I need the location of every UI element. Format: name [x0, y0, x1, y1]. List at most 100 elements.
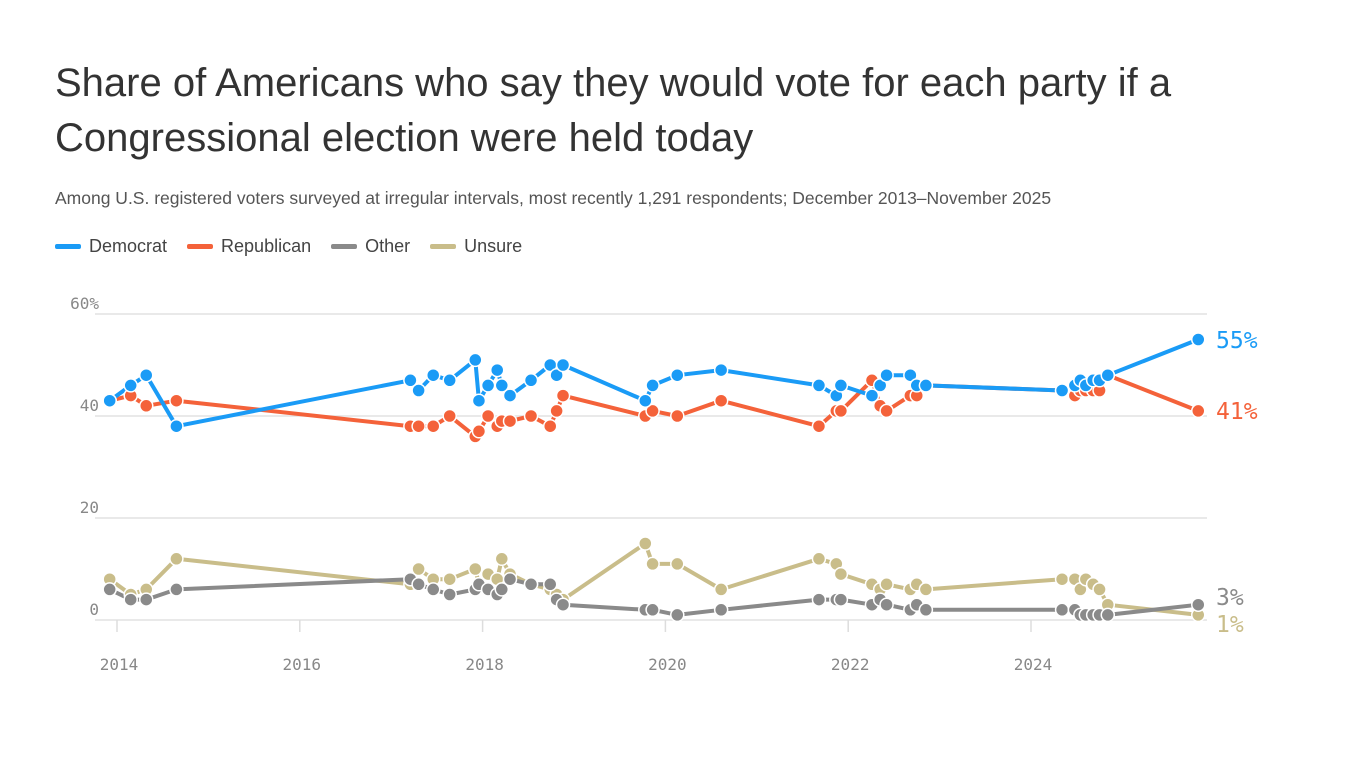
- legend-label: Republican: [221, 236, 312, 256]
- end-label-democrat: 55%: [1216, 328, 1258, 354]
- data-point-republican: [713, 393, 729, 408]
- legend-swatch: [55, 244, 81, 249]
- data-point-democrat: [411, 383, 426, 398]
- legend-swatch: [187, 244, 214, 249]
- data-point-republican: [549, 403, 564, 419]
- x-tick-label: 2024: [1014, 655, 1053, 674]
- data-point-unsure: [169, 551, 184, 567]
- data-point-other: [169, 582, 184, 597]
- data-point-republican: [542, 418, 558, 434]
- legend-item-unsure: Unsure: [430, 236, 522, 257]
- data-point-democrat: [480, 378, 496, 393]
- data-point-other: [645, 602, 660, 618]
- data-point-democrat: [442, 373, 457, 388]
- data-point-republican: [555, 388, 571, 403]
- data-point-democrat: [864, 388, 880, 403]
- data-point-other: [425, 582, 441, 597]
- data-point-unsure: [1092, 582, 1107, 597]
- y-tick-label: 20: [80, 498, 99, 517]
- data-point-democrat: [645, 378, 660, 393]
- data-point-democrat: [403, 373, 418, 388]
- data-point-democrat: [549, 367, 564, 383]
- data-point-democrat: [903, 367, 918, 383]
- data-point-unsure: [879, 577, 894, 592]
- data-point-unsure: [411, 561, 426, 577]
- data-point-republican: [1191, 403, 1206, 419]
- data-point-republican: [523, 408, 539, 424]
- data-point-republican: [169, 393, 184, 408]
- data-point-democrat: [425, 367, 441, 383]
- data-point-republican: [879, 403, 894, 419]
- x-tick-label: 2014: [100, 655, 139, 674]
- x-tick-label: 2022: [831, 655, 870, 674]
- data-point-democrat: [169, 418, 184, 434]
- data-point-republican: [670, 408, 685, 424]
- data-point-other: [670, 607, 685, 623]
- data-point-other: [102, 582, 117, 597]
- data-point-unsure: [638, 536, 653, 551]
- data-point-democrat: [638, 393, 653, 408]
- data-point-unsure: [1054, 571, 1070, 587]
- data-point-other: [918, 602, 934, 618]
- data-point-republican: [811, 418, 827, 434]
- data-point-democrat: [468, 352, 483, 368]
- data-point-unsure: [442, 571, 457, 587]
- data-point-other: [494, 582, 510, 597]
- data-point-democrat: [670, 367, 685, 383]
- data-point-democrat: [1100, 367, 1116, 383]
- y-tick-label: 0: [89, 600, 99, 619]
- legend-swatch: [430, 244, 457, 249]
- data-point-unsure: [645, 556, 660, 572]
- data-point-democrat: [555, 357, 571, 373]
- data-point-other: [833, 592, 849, 607]
- data-point-democrat: [523, 373, 539, 388]
- data-point-democrat: [1054, 383, 1070, 398]
- data-point-democrat: [872, 378, 888, 393]
- data-point-democrat: [102, 393, 117, 408]
- data-point-unsure: [670, 556, 685, 572]
- data-point-democrat: [494, 378, 510, 393]
- data-point-republican: [480, 408, 496, 424]
- data-point-democrat: [123, 378, 138, 393]
- data-point-republican: [411, 418, 426, 434]
- data-point-democrat: [833, 378, 849, 393]
- chart-subtitle: Among U.S. registered voters surveyed at…: [55, 188, 1052, 208]
- y-tick-label: 60%: [70, 294, 99, 313]
- data-point-other: [879, 597, 894, 612]
- x-tick-label: 2016: [283, 655, 322, 674]
- end-label-other: 3%: [1216, 585, 1244, 611]
- legend-item-democrat: Democrat: [55, 236, 167, 257]
- data-point-unsure: [918, 582, 934, 597]
- data-point-other: [1191, 597, 1206, 612]
- data-point-republican: [833, 403, 849, 419]
- legend-item-other: Other: [331, 236, 410, 257]
- data-point-other: [442, 587, 457, 602]
- data-point-republican: [502, 413, 518, 429]
- data-point-democrat: [879, 367, 894, 383]
- data-point-democrat: [502, 388, 518, 403]
- data-point-republican: [138, 398, 154, 414]
- data-point-other: [502, 571, 518, 587]
- end-label-unsure: 1%: [1216, 612, 1244, 638]
- data-point-other: [1054, 602, 1070, 618]
- data-point-other: [123, 592, 138, 607]
- legend-item-republican: Republican: [187, 236, 311, 257]
- data-point-unsure: [811, 551, 827, 567]
- data-point-republican: [425, 418, 441, 434]
- data-point-republican: [442, 408, 457, 424]
- data-point-democrat: [1191, 332, 1206, 347]
- data-point-democrat: [811, 378, 827, 393]
- data-point-republican: [645, 403, 660, 419]
- y-tick-label: 40: [80, 396, 99, 415]
- legend: Democrat Republican Other Unsure: [55, 236, 522, 257]
- end-label-republican: 41%: [1216, 399, 1258, 425]
- data-point-democrat: [489, 362, 505, 378]
- data-point-democrat: [471, 393, 487, 408]
- legend-label: Unsure: [464, 236, 523, 256]
- data-point-democrat: [138, 367, 154, 383]
- data-point-other: [713, 602, 729, 618]
- data-point-unsure: [494, 551, 510, 567]
- data-point-unsure: [713, 582, 729, 597]
- legend-label: Other: [365, 236, 411, 256]
